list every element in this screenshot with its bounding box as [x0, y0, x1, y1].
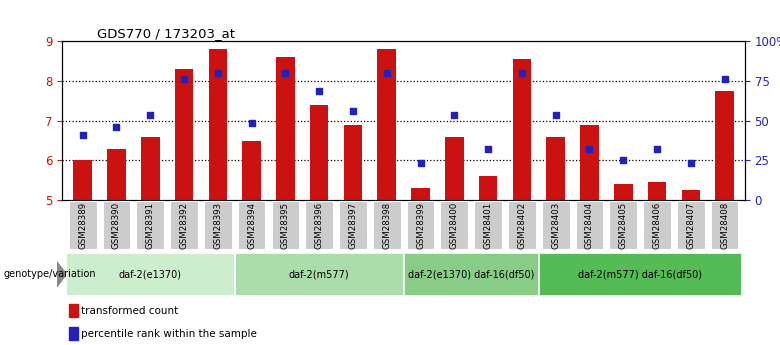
FancyBboxPatch shape [404, 253, 539, 296]
Text: daf-2(m577) daf-16(df50): daf-2(m577) daf-16(df50) [578, 269, 702, 279]
Bar [682, 190, 700, 200]
Text: GSM28395: GSM28395 [281, 201, 290, 249]
FancyBboxPatch shape [539, 253, 742, 296]
FancyBboxPatch shape [474, 201, 502, 249]
Text: GSM28393: GSM28393 [213, 201, 222, 249]
Text: daf-2(e1370) daf-16(df50): daf-2(e1370) daf-16(df50) [408, 269, 534, 279]
FancyBboxPatch shape [136, 201, 164, 249]
Point [246, 120, 258, 126]
Text: transformed count: transformed count [81, 306, 179, 316]
Text: GSM28392: GSM28392 [179, 201, 189, 249]
Bar [512, 59, 531, 200]
FancyBboxPatch shape [373, 201, 401, 249]
Point [651, 147, 663, 152]
Point [110, 124, 122, 129]
Text: GSM28404: GSM28404 [585, 201, 594, 249]
FancyBboxPatch shape [677, 201, 704, 249]
Bar [378, 49, 396, 200]
Point [414, 160, 427, 166]
FancyBboxPatch shape [508, 201, 536, 249]
Text: GSM28397: GSM28397 [349, 201, 357, 249]
Point [718, 76, 731, 82]
FancyBboxPatch shape [170, 201, 198, 249]
Text: GSM28389: GSM28389 [78, 201, 87, 249]
Text: GSM28405: GSM28405 [619, 201, 628, 249]
Bar [208, 49, 227, 200]
Point [178, 76, 190, 82]
Text: GSM28406: GSM28406 [653, 201, 661, 249]
Bar [73, 160, 92, 200]
Bar [344, 125, 362, 200]
Point [381, 70, 393, 76]
FancyBboxPatch shape [238, 201, 265, 249]
Text: GSM28403: GSM28403 [551, 201, 560, 249]
Text: GSM28390: GSM28390 [112, 201, 121, 249]
Text: GSM28407: GSM28407 [686, 201, 695, 249]
FancyBboxPatch shape [406, 201, 434, 249]
Point [516, 70, 528, 76]
Point [347, 108, 360, 114]
Point [685, 160, 697, 166]
Bar [580, 125, 599, 200]
Text: GSM28394: GSM28394 [247, 201, 256, 249]
Bar [243, 141, 261, 200]
FancyBboxPatch shape [542, 201, 569, 249]
Bar [276, 57, 295, 200]
Bar [310, 105, 328, 200]
Text: GSM28402: GSM28402 [517, 201, 526, 249]
FancyBboxPatch shape [271, 201, 300, 249]
Bar [69, 327, 78, 340]
FancyBboxPatch shape [576, 201, 604, 249]
Point [313, 88, 325, 94]
FancyBboxPatch shape [103, 201, 130, 249]
Point [549, 112, 562, 118]
Bar [141, 137, 160, 200]
Text: genotype/variation: genotype/variation [4, 269, 97, 279]
Text: GSM28400: GSM28400 [450, 201, 459, 249]
FancyBboxPatch shape [644, 201, 671, 249]
Text: GSM28396: GSM28396 [314, 201, 324, 249]
Bar [547, 137, 565, 200]
Text: GSM28398: GSM28398 [382, 201, 392, 249]
FancyBboxPatch shape [69, 201, 97, 249]
Text: GSM28391: GSM28391 [146, 201, 154, 249]
Bar [411, 188, 430, 200]
Bar [614, 184, 633, 200]
FancyBboxPatch shape [441, 201, 468, 249]
FancyBboxPatch shape [339, 201, 367, 249]
FancyBboxPatch shape [235, 253, 404, 296]
Bar [647, 182, 666, 200]
Point [144, 112, 157, 118]
Text: percentile rank within the sample: percentile rank within the sample [81, 329, 257, 339]
FancyBboxPatch shape [204, 201, 232, 249]
Bar [175, 69, 193, 200]
Text: GDS770 / 173203_at: GDS770 / 173203_at [97, 27, 235, 40]
FancyBboxPatch shape [305, 201, 333, 249]
FancyBboxPatch shape [66, 253, 235, 296]
Point [617, 158, 629, 163]
FancyBboxPatch shape [711, 201, 739, 249]
Text: daf-2(m577): daf-2(m577) [289, 269, 349, 279]
Point [279, 70, 292, 76]
Point [583, 147, 596, 152]
Point [482, 147, 495, 152]
Point [211, 70, 224, 76]
Bar [445, 137, 463, 200]
FancyBboxPatch shape [609, 201, 637, 249]
Polygon shape [57, 262, 66, 287]
Text: GSM28401: GSM28401 [484, 201, 493, 249]
Bar [479, 176, 498, 200]
Point [448, 112, 460, 118]
Bar [69, 304, 78, 317]
Point [76, 132, 89, 137]
Text: daf-2(e1370): daf-2(e1370) [119, 269, 182, 279]
Bar [715, 91, 734, 200]
Text: GSM28399: GSM28399 [416, 201, 425, 249]
Text: GSM28408: GSM28408 [720, 201, 729, 249]
Bar [107, 148, 126, 200]
